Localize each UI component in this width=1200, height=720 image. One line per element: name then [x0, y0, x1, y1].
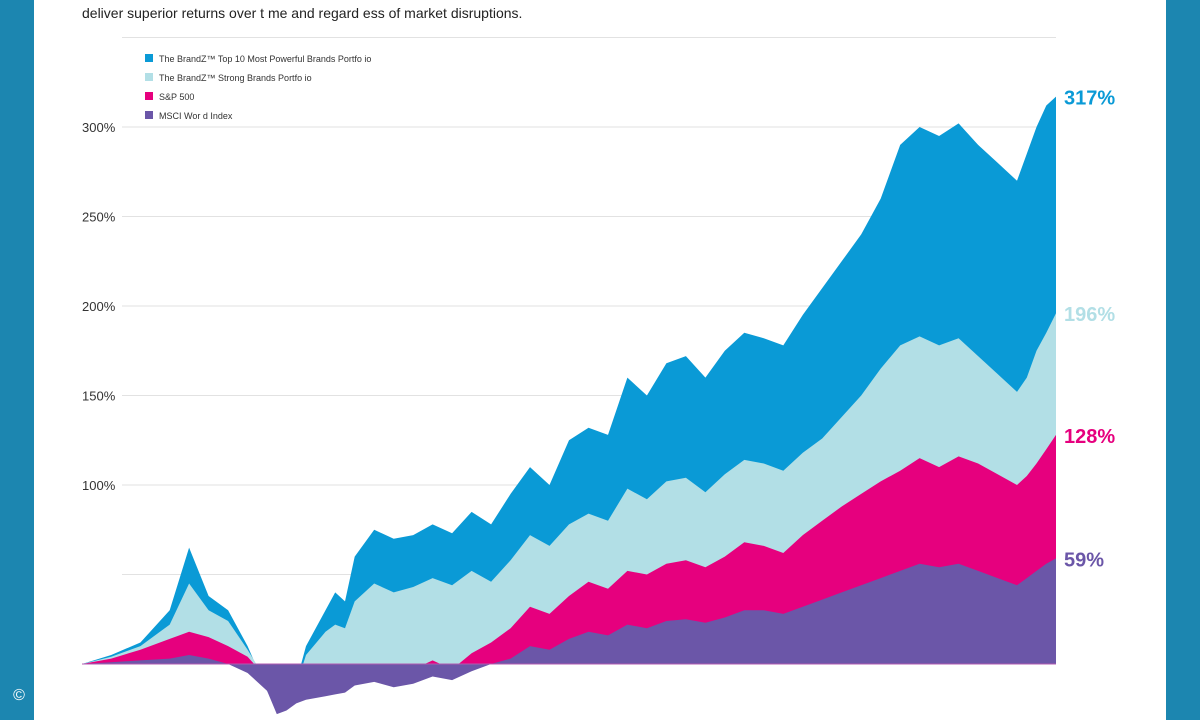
end-label-series-3: 128%: [1064, 426, 1115, 448]
legend-label-4: MSCI Wor d Index: [159, 111, 233, 121]
copyright-icon: ©: [13, 687, 25, 704]
intro-line-2: deliver superior returns over t me and r…: [82, 5, 523, 21]
area-series-group: [82, 96, 1056, 715]
area-series-4: [82, 558, 1056, 715]
end-label-series-4: 59%: [1064, 549, 1104, 571]
legend-swatch-1: [145, 54, 153, 62]
legend-label-3: S&P 500: [159, 92, 194, 102]
intro-text: deliver superior returns over t me and r…: [82, 4, 1122, 23]
end-labels: 317% 196% 128% 59%: [1064, 88, 1115, 572]
frame-right-border: [1166, 0, 1200, 720]
chart-panel: deliver superior returns over t me and r…: [34, 0, 1166, 720]
legend: The BrandZ™ Top 10 Most Powerful Brands …: [145, 54, 371, 121]
legend-label-1: The BrandZ™ Top 10 Most Powerful Brands …: [159, 54, 371, 64]
legend-swatch-3: [145, 92, 153, 100]
legend-swatch-4: [145, 111, 153, 119]
y-axis-ticks: 100% 150% 200% 250% 300%: [82, 120, 116, 493]
legend-swatch-2: [145, 73, 153, 81]
y-tick-label: 200%: [82, 299, 116, 314]
end-label-series-2: 196%: [1064, 304, 1115, 326]
legend-label-2: The BrandZ™ Strong Brands Portfo io: [159, 73, 312, 83]
end-label-series-1: 317%: [1064, 88, 1115, 110]
y-tick-label: 100%: [82, 478, 116, 493]
frame-left-border: [0, 0, 34, 720]
y-tick-label: 150%: [82, 389, 116, 404]
y-tick-label: 250%: [82, 210, 116, 225]
chart: 100% 150% 200% 250% 300% 317% 196% 128% 59% The…: [82, 37, 1115, 715]
y-tick-label: 300%: [82, 120, 116, 135]
